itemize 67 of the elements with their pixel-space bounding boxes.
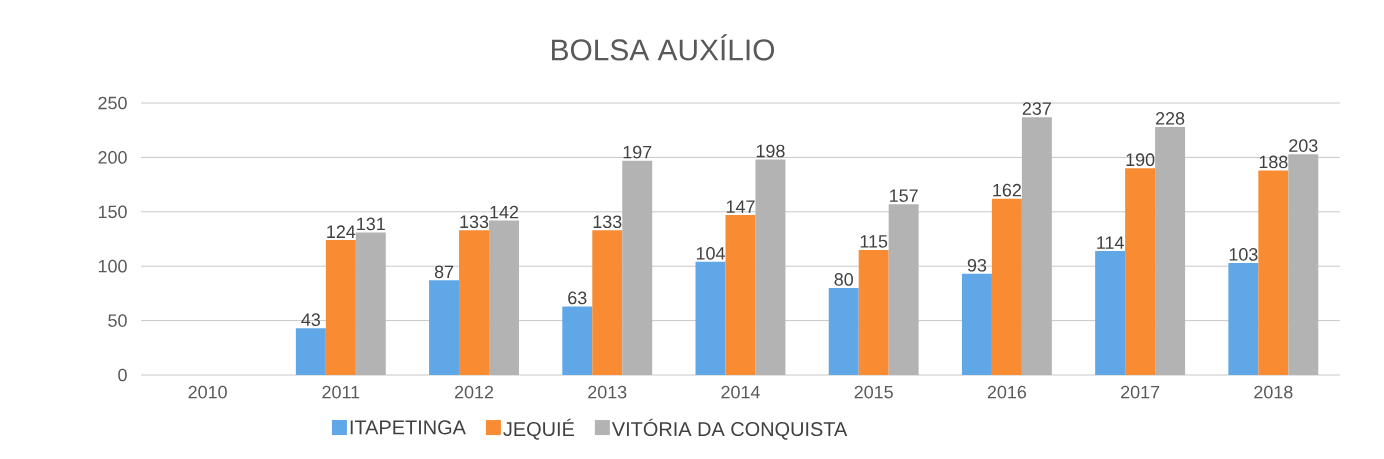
bar <box>592 230 623 375</box>
x-tick-label: 2016 <box>987 385 1027 399</box>
bar <box>695 261 726 375</box>
data-label: 198 <box>756 144 785 158</box>
legend-label: ITAPETINGA <box>350 420 466 435</box>
data-label: 237 <box>1022 102 1051 115</box>
x-tick-label: 2010 <box>188 385 227 399</box>
bar <box>622 160 653 375</box>
data-label: 43 <box>301 313 321 327</box>
y-tick-label: 100 <box>98 259 127 273</box>
data-label: 228 <box>1156 112 1185 125</box>
legend-label: JEQUIÉ <box>503 418 575 440</box>
bar <box>1228 262 1259 375</box>
bar <box>961 273 992 375</box>
x-tick-label: 2012 <box>455 385 494 399</box>
data-label: 93 <box>967 258 987 272</box>
y-tick-label: 200 <box>98 151 127 164</box>
x-tick-label: 2015 <box>854 385 893 399</box>
bar <box>1021 117 1052 375</box>
data-label: 133 <box>460 215 489 229</box>
bar <box>725 215 756 375</box>
data-label: 197 <box>623 145 652 159</box>
bar <box>991 198 1022 375</box>
y-tick-label: 150 <box>98 205 127 219</box>
x-tick-label: 2013 <box>588 385 627 399</box>
bar <box>355 232 386 375</box>
bar <box>1288 154 1319 375</box>
x-tick-label: 2014 <box>721 385 760 399</box>
data-label: 114 <box>1097 236 1124 249</box>
data-label: 188 <box>1259 155 1288 169</box>
x-tick-label: 2018 <box>1254 385 1293 399</box>
bar <box>459 230 490 375</box>
data-label: 203 <box>1289 139 1318 152</box>
data-label: 104 <box>696 246 725 260</box>
bar <box>888 204 919 375</box>
data-label: 124 <box>327 225 356 238</box>
bar <box>858 249 889 375</box>
bar <box>325 240 356 375</box>
data-label: 63 <box>568 291 587 305</box>
data-label: 87 <box>434 265 454 279</box>
bar <box>562 306 593 375</box>
bar <box>1095 250 1126 375</box>
y-tick-label: 50 <box>108 314 127 327</box>
data-label: 162 <box>993 183 1021 197</box>
data-label: 142 <box>490 205 519 219</box>
data-label: 157 <box>890 189 918 202</box>
x-tick-label: 2011 <box>322 385 360 399</box>
bar <box>489 220 519 375</box>
y-tick-label: 250 <box>98 96 127 110</box>
bar <box>1155 126 1186 375</box>
data-label: 80 <box>834 273 853 286</box>
x-tick-label: 2017 <box>1121 385 1160 399</box>
data-label: 131 <box>357 217 385 231</box>
data-label: 190 <box>1126 153 1155 167</box>
bar <box>755 159 786 375</box>
bar <box>295 328 326 375</box>
data-label: 115 <box>860 235 888 248</box>
bar <box>1258 170 1289 375</box>
bar <box>828 287 859 375</box>
data-label: 103 <box>1229 248 1258 261</box>
bar <box>1125 168 1156 375</box>
chart-title: BOLSA AUXÍLIO <box>552 34 775 61</box>
legend-label: VITÓRIA DA CONQUISTA <box>611 418 848 440</box>
bar <box>429 280 460 375</box>
y-tick-label: 0 <box>118 368 127 382</box>
data-label: 147 <box>726 200 755 213</box>
data-label: 133 <box>593 215 622 229</box>
